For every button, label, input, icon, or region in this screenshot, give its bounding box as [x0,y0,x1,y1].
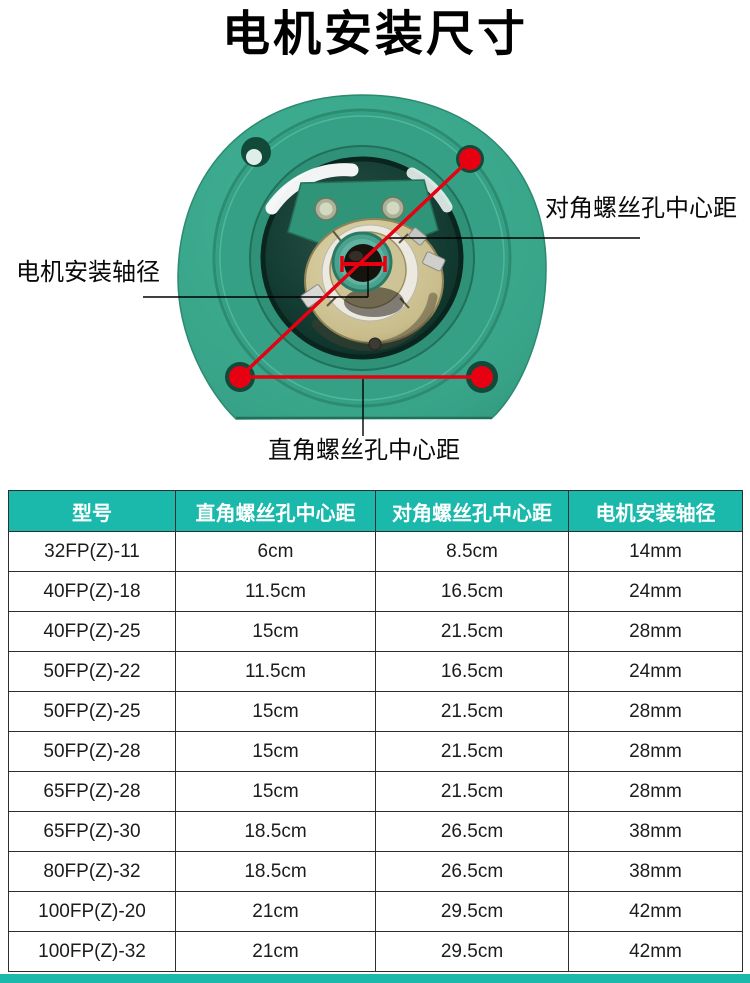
diagonal-distance-cell: 29.5cm [375,931,569,972]
table-row: 32FP(Z)-11 6cm 8.5cm 14mm [8,531,743,572]
model-cell: 80FP(Z)-32 [8,851,176,892]
bottom-screw [368,337,382,351]
diagonal-measure-line [238,157,472,379]
table-row: 100FP(Z)-20 21cm 29.5cm 42mm [8,891,743,932]
right-angle-distance-cell: 11.5cm [175,571,376,612]
shaft-diameter-cell: 38mm [568,851,743,892]
table-row: 100FP(Z)-32 21cm 29.5cm 42mm [8,931,743,972]
table-row: 50FP(Z)-22 11.5cm 16.5cm 24mm [8,651,743,692]
clamp-tab [422,251,446,272]
model-cell: 65FP(Z)-28 [8,771,176,812]
diagonal-distance-cell: 16.5cm [375,571,569,612]
reflection-crescent-right [406,167,453,213]
model-cell: 100FP(Z)-20 [8,891,176,932]
shaft-diameter-cell: 28mm [568,611,743,652]
shaft-diameter-cell: 38mm [568,811,743,852]
right-angle-distance-cell: 18.5cm [175,811,376,852]
leader-lines [143,237,640,436]
shaft-diameter-cell: 14mm [568,531,743,572]
diagonal-distance-cell: 26.5cm [375,811,569,852]
boss-highlight-ring [219,115,505,401]
measure-dot-bottom-left [229,366,251,388]
shaft-diameter-cell: 42mm [568,931,743,972]
shaft-diameter-cell: 28mm [568,771,743,812]
bore-highlight [349,251,363,261]
reflection-crescent-left [265,163,359,215]
table-row: 80FP(Z)-32 18.5cm 26.5cm 38mm [8,851,743,892]
measure-dot-top-right [459,148,481,170]
right-angle-distance-cell: 6cm [175,531,376,572]
clamp-tab [408,227,428,246]
model-cell: 50FP(Z)-25 [8,691,176,732]
diagonal-distance-cell: 21.5cm [375,611,569,652]
model-cell: 40FP(Z)-18 [8,571,176,612]
shaft-diameter-measure [340,256,387,272]
diagonal-distance-cell: 16.5cm [375,651,569,692]
shaft-diameter-cell: 28mm [568,691,743,732]
pump-flange-photo [143,94,640,436]
col-header-model: 型号 [8,490,176,532]
table-row: 50FP(Z)-28 15cm 21.5cm 28mm [8,731,743,772]
measurement-annotations [229,148,493,388]
diagonal-distance-cell: 21.5cm [375,771,569,812]
right-angle-distance-cell: 18.5cm [175,851,376,892]
shaft-diameter-cell: 24mm [568,651,743,692]
right-angle-distance-cell: 15cm [175,731,376,772]
boss-edge-ring [212,108,512,408]
bore-shadow [344,287,404,317]
right-angle-distance-label: 直角螺丝孔中心距 [268,437,460,464]
table-row: 40FP(Z)-25 15cm 21.5cm 28mm [8,611,743,652]
coupling-seam [332,230,342,242]
col-header-right-angle-distance: 直角螺丝孔中心距 [175,490,376,532]
model-cell: 32FP(Z)-11 [8,531,176,572]
right-angle-distance-cell: 15cm [175,611,376,652]
table-header-row: 型号 直角螺丝孔中心距 对角螺丝孔中心距 电机安装轴径 [8,490,743,532]
measure-dot-bottom-right [471,366,493,388]
diagonal-distance-cell: 21.5cm [375,691,569,732]
col-header-shaft-diameter: 电机安装轴径 [568,490,743,532]
model-cell: 50FP(Z)-28 [8,731,176,772]
shaft-diameter-cell: 42mm [568,891,743,932]
diagonal-distance-cell: 26.5cm [375,851,569,892]
table-row: 65FP(Z)-28 15cm 21.5cm 28mm [8,771,743,812]
table-row: 40FP(Z)-18 11.5cm 16.5cm 24mm [8,571,743,612]
diagonal-distance-label: 对角螺丝孔中心距 [545,195,737,222]
bolt-hole-top-left-opening [246,149,262,165]
table-row: 50FP(Z)-25 15cm 21.5cm 28mm [8,691,743,732]
coupling-shadow-arc [311,292,438,352]
section-divider-bar [0,974,750,983]
shaft-diameter-label: 电机安装轴径 [16,259,160,286]
right-angle-distance-cell: 11.5cm [175,651,376,692]
model-cell: 65FP(Z)-30 [8,811,176,852]
coupling-seam [326,296,337,307]
model-cell: 100FP(Z)-32 [8,931,176,972]
diagonal-distance-cell: 29.5cm [375,891,569,932]
plate-bolt-left [314,197,338,221]
right-angle-distance-cell: 21cm [175,891,376,932]
diagonal-distance-cell: 8.5cm [375,531,569,572]
shaft-diameter-cell: 28mm [568,731,743,772]
shaft-diameter-cell: 24mm [568,571,743,612]
table-row: 65FP(Z)-30 18.5cm 26.5cm 38mm [8,811,743,852]
motor-mount-diagram: 对角螺丝孔中心距 电机安装轴径 直角螺丝孔中心距 [0,0,750,480]
col-header-diagonal-distance: 对角螺丝孔中心距 [375,490,569,532]
diagonal-distance-cell: 21.5cm [375,731,569,772]
right-angle-distance-cell: 21cm [175,931,376,972]
page-title: 电机安装尺寸 [221,8,528,61]
model-cell: 40FP(Z)-25 [8,611,176,652]
model-cell: 50FP(Z)-22 [8,651,176,692]
dimensions-table: 型号 直角螺丝孔中心距 对角螺丝孔中心距 电机安装轴径 32FP(Z)-11 6… [8,490,743,972]
right-angle-distance-cell: 15cm [175,691,376,732]
right-angle-distance-cell: 15cm [175,771,376,812]
plate-bolt-right [381,196,405,220]
